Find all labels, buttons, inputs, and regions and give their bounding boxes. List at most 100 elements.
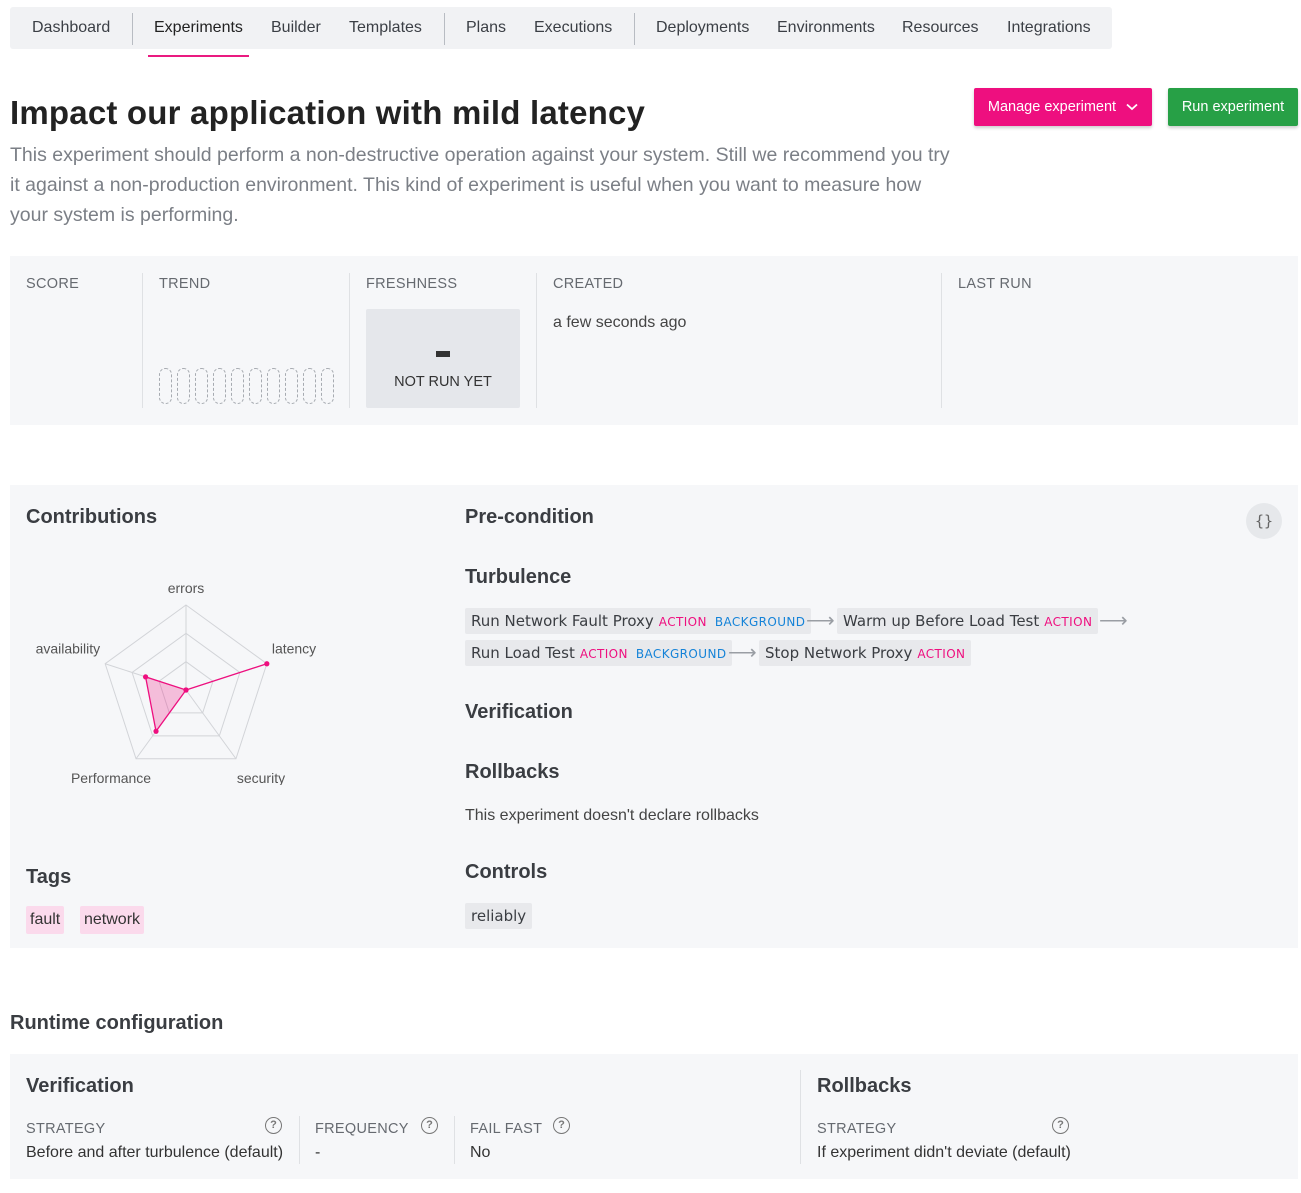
- activity-run-network-fault-proxy[interactable]: Run Network Fault Proxy ACTION BACKGROUND: [465, 608, 812, 634]
- page-description: This experiment should perform a non-des…: [10, 144, 950, 226]
- stat-divider: [536, 273, 537, 408]
- trend-slot: [159, 368, 172, 404]
- last-run-label: LAST RUN: [958, 276, 1032, 292]
- tag-network[interactable]: network: [80, 906, 145, 934]
- help-icon[interactable]: ?: [265, 1117, 282, 1134]
- trend-label: TREND: [159, 276, 211, 292]
- precondition-title: Pre-condition: [465, 506, 594, 528]
- radar-axis-label: errors: [168, 580, 205, 596]
- nav-executions[interactable]: Executions: [534, 19, 613, 36]
- nav-divider: [132, 13, 133, 45]
- nav-dashboard[interactable]: Dashboard: [32, 19, 111, 36]
- run-experiment-button[interactable]: Run experiment: [1168, 88, 1298, 126]
- view-json-button[interactable]: {}: [1246, 503, 1282, 539]
- action-badge: ACTION: [1044, 615, 1093, 629]
- radar-grid-ring: [131, 632, 241, 737]
- radar-series-points: [142, 661, 270, 734]
- help-icon[interactable]: ?: [553, 1117, 570, 1134]
- experiment-overview-card: Contributions errors latency security Perfo…: [10, 485, 1298, 948]
- created-label: CREATED: [553, 276, 624, 292]
- active-tab-indicator: [148, 55, 249, 57]
- radar-grid: [104, 604, 268, 760]
- trend-slot: [231, 368, 244, 404]
- radar-point: [153, 728, 159, 734]
- nav-templates[interactable]: Templates: [349, 19, 422, 36]
- nav-plans[interactable]: Plans: [466, 19, 507, 36]
- radar-axis-label: availability: [36, 641, 101, 657]
- action-badge: ACTION: [579, 647, 628, 661]
- turbulence-title: Turbulence: [465, 566, 572, 588]
- activity-name: Stop Network Proxy: [765, 644, 913, 662]
- stats-panel: SCORE TREND FRESHNESS NOT RUN YET CREATE…: [10, 256, 1298, 425]
- background-badge: BACKGROUND: [714, 615, 806, 629]
- background-badge: BACKGROUND: [635, 647, 727, 661]
- activity-run-load-test[interactable]: Run Load Test ACTION BACKGROUND: [465, 640, 733, 666]
- section-divider: [800, 1070, 801, 1164]
- frequency-label: FREQUENCY: [315, 1121, 409, 1137]
- runtime-configuration-card: Verification STRATEGY ? Before and after…: [10, 1054, 1298, 1179]
- verification-strategy-label: STRATEGY: [26, 1121, 106, 1137]
- help-icon[interactable]: ?: [1052, 1117, 1069, 1134]
- radar-point: [142, 674, 149, 680]
- nav-experiments[interactable]: Experiments: [154, 19, 243, 36]
- contributions-radar-chart: errors latency security Performance availabi…: [36, 580, 317, 785]
- chevron-down-icon: [1126, 103, 1138, 111]
- radar-point: [264, 661, 270, 667]
- activity-name: Run Network Fault Proxy: [471, 612, 654, 630]
- trend-slot: [195, 368, 208, 404]
- arrow-right-icon: ⟶: [806, 610, 835, 632]
- freshness-status: NOT RUN YET: [394, 374, 492, 390]
- activity-stop-network-proxy[interactable]: Stop Network Proxy ACTION: [759, 640, 972, 666]
- runtime-verification-title: Verification: [26, 1075, 134, 1097]
- help-icon[interactable]: ?: [421, 1117, 438, 1134]
- freshness-label: FRESHNESS: [366, 276, 458, 292]
- created-value: a few seconds ago: [553, 314, 687, 331]
- runtime-configuration-title: Runtime configuration: [10, 1012, 224, 1034]
- radar-point: [183, 687, 189, 693]
- activity-name: Warm up Before Load Test: [843, 612, 1040, 630]
- rollback-strategy-label: STRATEGY: [817, 1121, 897, 1137]
- tags-title: Tags: [26, 866, 72, 888]
- nav-resources[interactable]: Resources: [902, 19, 979, 36]
- radar-grid-ring: [158, 661, 214, 714]
- top-nav: Dashboard Experiments Builder Templates …: [10, 7, 1112, 49]
- rollback-strategy-value[interactable]: If experiment didn't deviate (default): [817, 1144, 1071, 1161]
- fail-fast-value[interactable]: No: [470, 1144, 491, 1161]
- stat-divider: [941, 273, 942, 408]
- nav-deployments[interactable]: Deployments: [656, 19, 750, 36]
- trend-slot: [177, 368, 190, 404]
- arrow-right-icon: ⟶: [728, 642, 757, 664]
- rollbacks-title: Rollbacks: [465, 761, 560, 783]
- trend-slot: [249, 368, 262, 404]
- trend-slot: [321, 368, 334, 404]
- stat-divider: [142, 273, 143, 408]
- action-badge: ACTION: [917, 647, 966, 661]
- runtime-rollbacks-title: Rollbacks: [817, 1075, 912, 1097]
- control-reliably[interactable]: reliably: [465, 903, 533, 929]
- tag-fault[interactable]: fault: [26, 906, 65, 934]
- rollbacks-note: This experiment doesn't declare rollback…: [465, 807, 759, 824]
- stat-divider: [349, 273, 350, 408]
- contributions-title: Contributions: [26, 506, 158, 528]
- nav-builder[interactable]: Builder: [271, 19, 321, 36]
- radar-axis-labels: errors latency security Performance availabi…: [36, 580, 317, 785]
- nav-divider: [634, 13, 635, 45]
- arrow-right-icon: ⟶: [1099, 610, 1128, 632]
- frequency-value[interactable]: -: [315, 1144, 321, 1161]
- radar-series-area: [144, 663, 268, 733]
- radar-grid-ring: [104, 604, 268, 760]
- nav-integrations[interactable]: Integrations: [1007, 19, 1091, 36]
- fail-fast-label: FAIL FAST: [470, 1121, 543, 1137]
- verification-strategy-value[interactable]: Before and after turbulence (default): [26, 1144, 284, 1161]
- verification-title: Verification: [465, 701, 573, 723]
- score-label: SCORE: [26, 276, 80, 292]
- nav-divider: [444, 13, 445, 45]
- radar-axis-label: latency: [272, 641, 316, 657]
- trend-slot: [213, 368, 226, 404]
- manage-experiment-button[interactable]: Manage experiment: [974, 88, 1152, 126]
- controls-title: Controls: [465, 861, 548, 883]
- activity-warm-up-before-load-test[interactable]: Warm up Before Load Test ACTION: [837, 608, 1099, 634]
- nav-environments[interactable]: Environments: [777, 19, 875, 36]
- field-divider: [299, 1116, 300, 1164]
- trend-slot: [285, 368, 298, 404]
